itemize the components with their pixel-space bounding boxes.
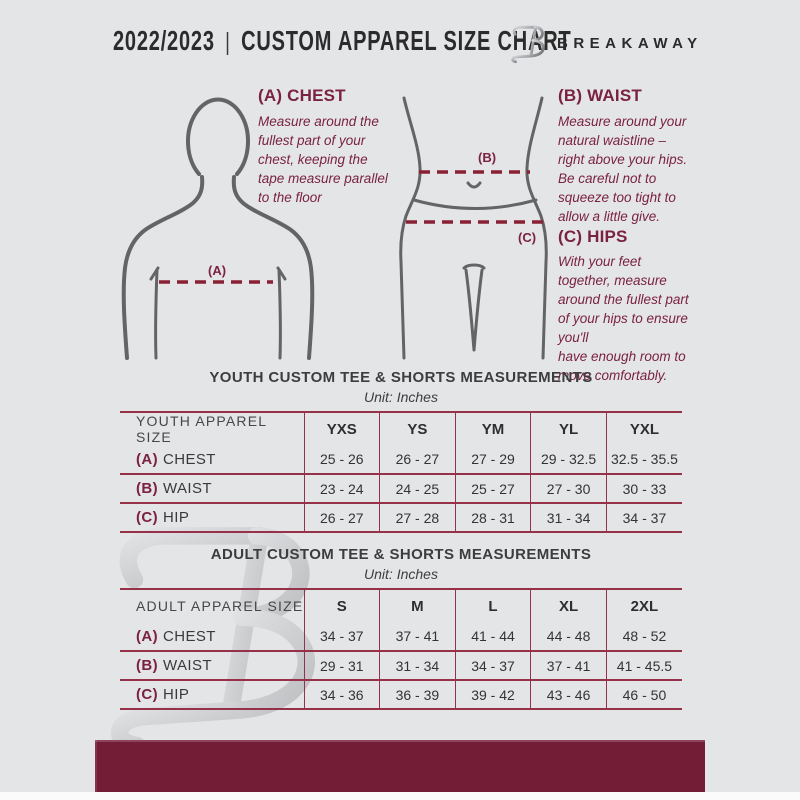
title-text: CUSTOM APPAREL SIZE CHART bbox=[241, 25, 572, 57]
measurement-value: 23 - 24 bbox=[303, 474, 380, 503]
adult-header-row: ADULT APPAREL SIZE S M L XL 2XL bbox=[120, 589, 682, 622]
row-label-text: HIP bbox=[163, 509, 190, 526]
breakaway-logo-icon bbox=[511, 25, 545, 64]
hips-figure-label: (C) bbox=[518, 230, 536, 245]
brand-name: BREAKAWAY bbox=[557, 35, 703, 52]
measurement-value: 37 - 41 bbox=[530, 651, 607, 680]
waist-heading: (B) WAIST bbox=[558, 86, 642, 105]
adult-size-label-header: ADULT APPAREL SIZE bbox=[136, 598, 304, 614]
row-letter-prefix: (A) bbox=[136, 627, 159, 645]
youth-table-title: YOUTH CUSTOM TEE & SHORTS MEASUREMENTS bbox=[209, 369, 593, 386]
measurement-value: 27 - 28 bbox=[379, 503, 456, 532]
table-row: (C) HIP 34 - 36 36 - 39 39 - 42 43 - 46 46 - 5… bbox=[120, 680, 682, 709]
lower-body-figure: (B) (C) bbox=[399, 96, 548, 360]
measurement-value: 34 - 37 bbox=[454, 651, 531, 680]
title-year: 2022/2023 bbox=[113, 25, 215, 57]
chest-heading: (A) CHEST bbox=[258, 86, 346, 105]
row-label: (B) WAIST bbox=[120, 651, 304, 680]
adult-size-header: L bbox=[454, 589, 531, 622]
table-row: (A) CHEST 25 - 26 26 - 27 27 - 29 29 - 32.5 32… bbox=[120, 445, 682, 474]
measurement-value: 34 - 36 bbox=[303, 680, 380, 709]
row-label-text: CHEST bbox=[163, 627, 216, 645]
youth-size-header: YM bbox=[454, 412, 531, 445]
chest-description: Measure around the fullest part of your … bbox=[258, 114, 388, 205]
table-row: (B) WAIST 29 - 31 31 - 34 34 - 37 37 - 41 41 -… bbox=[120, 651, 682, 680]
waist-figure-label: (B) bbox=[478, 150, 496, 165]
youth-table-unit: Unit: Inches bbox=[364, 389, 438, 405]
measurement-value: 34 - 37 bbox=[303, 622, 380, 651]
measurement-value: 24 - 25 bbox=[379, 474, 456, 503]
row-letter-prefix: (A) bbox=[136, 450, 159, 468]
table-row: (A) CHEST 34 - 37 37 - 41 41 - 44 44 - 48 48 -… bbox=[120, 622, 682, 651]
measurement-value: 26 - 27 bbox=[303, 503, 380, 532]
youth-header-row: YOUTH APPAREL SIZE YXS YS YM YL YXL bbox=[120, 412, 682, 445]
row-letter-prefix: (B) bbox=[136, 657, 159, 674]
measurement-value: 30 - 33 bbox=[605, 474, 682, 503]
row-label: (A) CHEST bbox=[120, 622, 304, 651]
measurement-value: 25 - 27 bbox=[454, 474, 531, 503]
measurement-value: 36 - 39 bbox=[379, 680, 456, 709]
youth-size-table: YOUTH APPAREL SIZE YXS YS YM YL YXL (A) CHEST 25… bbox=[120, 411, 682, 533]
adult-size-table: ADULT APPAREL SIZE S M L XL 2XL (A) CHEST 34 - 3… bbox=[120, 588, 682, 710]
row-label-text: WAIST bbox=[163, 480, 212, 497]
measurement-value: 31 - 34 bbox=[379, 651, 456, 680]
adult-table-unit: Unit: Inches bbox=[364, 566, 438, 582]
chest-figure-label: (A) bbox=[208, 263, 226, 278]
measurement-value: 37 - 41 bbox=[379, 622, 456, 651]
row-letter-prefix: (C) bbox=[136, 509, 159, 526]
measurement-value: 29 - 32.5 bbox=[530, 445, 607, 474]
measurement-value: 41 - 44 bbox=[454, 622, 531, 651]
page-title: 2022/2023 | CUSTOM APPAREL SIZE CHART bbox=[113, 26, 572, 58]
measurement-value: 34 - 37 bbox=[605, 503, 682, 532]
hips-heading: (C) HIPS bbox=[558, 227, 628, 246]
row-letter-prefix: (B) bbox=[136, 480, 159, 497]
measurement-value: 41 - 45.5 bbox=[605, 651, 682, 680]
youth-size-header: YXS bbox=[303, 412, 380, 445]
adult-size-header: M bbox=[379, 589, 456, 622]
adult-size-header: 2XL bbox=[605, 589, 682, 622]
measurement-value: 43 - 46 bbox=[530, 680, 607, 709]
youth-size-label-header: YOUTH APPAREL SIZE bbox=[136, 413, 267, 445]
measurement-value: 25 - 26 bbox=[303, 445, 380, 474]
measurement-value: 31 - 34 bbox=[530, 503, 607, 532]
waist-description: Measure around your natural waistline – … bbox=[558, 114, 688, 224]
page-bottom-margin bbox=[0, 792, 800, 800]
row-label: (B) WAIST bbox=[120, 474, 304, 503]
measurement-value: 44 - 48 bbox=[530, 622, 607, 651]
footer-bar bbox=[95, 740, 705, 792]
table-row: (C) HIP 26 - 27 27 - 28 28 - 31 31 - 34 34 - 3… bbox=[120, 503, 682, 532]
adult-size-header: XL bbox=[530, 589, 607, 622]
measurement-value: 26 - 27 bbox=[379, 445, 456, 474]
measurement-value: 32.5 - 35.5 bbox=[605, 445, 682, 474]
youth-size-header: YXL bbox=[605, 412, 682, 445]
measurement-value: 28 - 31 bbox=[454, 503, 531, 532]
measurement-value: 39 - 42 bbox=[454, 680, 531, 709]
youth-size-header: YS bbox=[379, 412, 456, 445]
youth-size-header: YL bbox=[530, 412, 607, 445]
measurement-value: 29 - 31 bbox=[303, 651, 380, 680]
measurement-value: 27 - 29 bbox=[454, 445, 531, 474]
hips-description: With your feet together, measure around … bbox=[558, 254, 689, 383]
measurement-value: 48 - 52 bbox=[605, 622, 682, 651]
row-letter-prefix: (C) bbox=[136, 686, 159, 703]
row-label-text: HIP bbox=[163, 686, 190, 703]
row-label-text: WAIST bbox=[163, 657, 212, 674]
measurement-value: 27 - 30 bbox=[530, 474, 607, 503]
measurement-value: 46 - 50 bbox=[605, 680, 682, 709]
table-row: (B) WAIST 23 - 24 24 - 25 25 - 27 27 - 30 30 -… bbox=[120, 474, 682, 503]
upper-body-figure: (A) bbox=[121, 97, 315, 360]
row-label: (A) CHEST bbox=[120, 445, 304, 474]
row-label-text: CHEST bbox=[163, 450, 216, 468]
adult-table-title: ADULT CUSTOM TEE & SHORTS MEASUREMENTS bbox=[210, 546, 592, 563]
row-label: (C) HIP bbox=[120, 680, 304, 709]
adult-size-header: S bbox=[303, 589, 380, 622]
row-label: (C) HIP bbox=[120, 503, 304, 532]
title-separator: | bbox=[225, 26, 231, 56]
